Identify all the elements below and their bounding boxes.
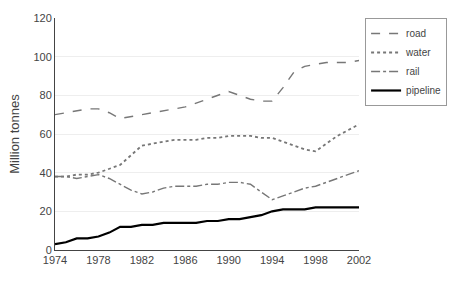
svg-text:1986: 1986: [173, 254, 197, 266]
svg-text:60: 60: [40, 128, 52, 140]
svg-text:1998: 1998: [303, 254, 327, 266]
svg-text:20: 20: [40, 205, 52, 217]
svg-text:2002: 2002: [347, 254, 371, 266]
svg-text:100: 100: [33, 51, 51, 63]
svg-text:0: 0: [46, 244, 52, 256]
svg-text:80: 80: [40, 89, 52, 101]
svg-text:Million tonnes: Million tonnes: [7, 94, 22, 174]
svg-text:1990: 1990: [216, 254, 240, 266]
svg-text:road: road: [406, 28, 426, 39]
svg-text:1974: 1974: [43, 254, 67, 266]
svg-text:rail: rail: [406, 66, 419, 77]
svg-text:pipeline: pipeline: [406, 85, 441, 96]
svg-text:120: 120: [33, 12, 51, 24]
svg-text:1982: 1982: [130, 254, 154, 266]
svg-text:water: water: [405, 47, 431, 58]
svg-text:1994: 1994: [260, 254, 284, 266]
svg-text:40: 40: [40, 167, 52, 179]
svg-text:1978: 1978: [86, 254, 110, 266]
